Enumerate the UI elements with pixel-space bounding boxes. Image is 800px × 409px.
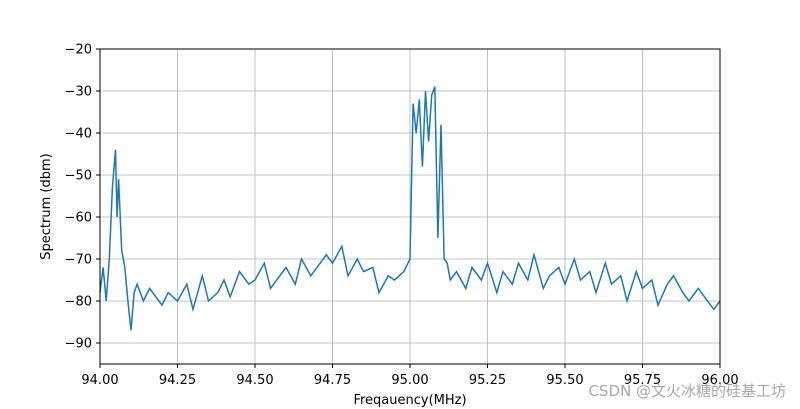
- y-tick-label: −40: [65, 127, 92, 142]
- x-tick-label: 95.25: [469, 373, 506, 388]
- y-tick-label: −70: [65, 253, 92, 268]
- x-tick-label: 94.50: [236, 373, 273, 388]
- y-tick-label: −50: [65, 169, 92, 184]
- spectrum-series-line: [99, 86, 721, 331]
- x-tick-label: 95.75: [624, 373, 661, 388]
- y-ticks: −90 −80 −70 −60 −50 −40 −30 −20: [65, 43, 100, 352]
- watermark: CSDN @文火冰糖的硅基工坊: [588, 382, 786, 400]
- x-tick-label: 95.00: [391, 373, 428, 388]
- y-tick-label: −80: [65, 295, 92, 310]
- y-axis-label: Spectrum (dbm): [39, 153, 54, 259]
- x-ticks: 94.00 94.25 94.50 94.75 95.00 95.25 95.50 95.75…: [81, 364, 739, 388]
- x-tick-label: 94.75: [314, 373, 351, 388]
- y-tick-label: −20: [65, 43, 92, 58]
- grid: [99, 48, 721, 364]
- y-tick-label: −30: [65, 85, 92, 100]
- x-tick-label: 94.25: [159, 373, 196, 388]
- plot-frame: [99, 48, 721, 365]
- x-tick-label: 94.00: [81, 373, 118, 388]
- y-tick-label: −90: [65, 337, 92, 352]
- x-tick-label: 96.00: [701, 373, 738, 388]
- x-axis-label: Freqauency(MHz): [353, 393, 466, 408]
- x-tick-label: 95.50: [546, 373, 583, 388]
- y-tick-label: −60: [65, 211, 92, 226]
